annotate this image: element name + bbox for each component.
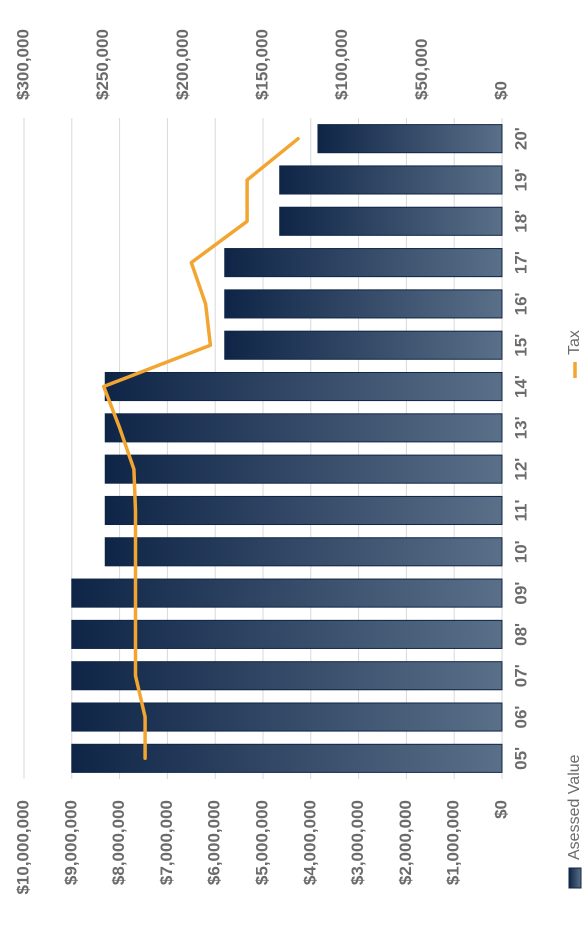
- bar-13': [104, 413, 503, 443]
- category-label: 13': [511, 416, 530, 439]
- category-label: 14': [511, 375, 530, 398]
- bar-07': [71, 661, 503, 691]
- category-label: 11': [511, 499, 530, 521]
- category-label: 17': [511, 251, 530, 274]
- bar-08': [71, 619, 503, 649]
- category-label: 07': [511, 664, 530, 687]
- right-axis-tick: $150,000: [252, 29, 271, 100]
- bar-06': [71, 702, 503, 732]
- right-axis-tick: $200,000: [173, 29, 192, 100]
- bar-05': [71, 743, 503, 773]
- category-label: 05': [511, 747, 530, 770]
- left-axis-tick: $3,000,000: [348, 800, 367, 885]
- category-label: 12': [511, 458, 530, 481]
- legend-label-line: Tax: [566, 330, 583, 355]
- category-label: 20': [511, 127, 530, 150]
- left-axis-tick: $10,000,000: [13, 800, 32, 895]
- left-axis-tick: $7,000,000: [157, 800, 176, 885]
- bar-20': [317, 124, 503, 154]
- line-series: [101, 136, 300, 761]
- bar-18': [279, 206, 503, 236]
- left-axis-tick: $5,000,000: [252, 800, 271, 885]
- left-axis-tick: $1,000,000: [444, 800, 463, 885]
- category-label: 08': [511, 623, 530, 646]
- bar-17': [224, 248, 503, 278]
- bar-19': [279, 165, 503, 195]
- category-label: 10': [511, 540, 530, 563]
- bar-16': [224, 289, 503, 319]
- category-label: 18': [511, 210, 530, 233]
- legend: Asessed Value Tax: [566, 330, 583, 889]
- bar-11': [104, 495, 503, 526]
- tax-line: [101, 136, 300, 761]
- right-axis-ticks: $0 $50,000 $100,000 $150,000 $200,000 $250,00…: [13, 29, 510, 100]
- bar-14': [104, 371, 503, 402]
- bar-10': [104, 537, 503, 567]
- right-axis-tick: $250,000: [93, 29, 112, 100]
- category-label: 19': [511, 168, 530, 191]
- category-label: 06': [511, 706, 530, 729]
- right-axis-tick: $300,000: [13, 29, 32, 100]
- category-label: 15': [511, 334, 530, 357]
- right-axis-tick: $0: [491, 81, 510, 100]
- right-axis-tick: $100,000: [332, 29, 351, 100]
- left-axis-tick: $4,000,000: [300, 800, 319, 885]
- left-axis-tick: $0: [491, 800, 510, 819]
- category-labels: 05' 06' 07' 08' 09' 10' 11' 12' 13' 14' 15' 16' 17' 1…: [511, 127, 530, 770]
- legend-swatch-bar: [568, 867, 582, 889]
- category-label: 09': [511, 582, 530, 605]
- category-label: 16': [511, 292, 530, 315]
- left-axis-tick: $2,000,000: [396, 800, 415, 885]
- left-axis-tick: $6,000,000: [205, 800, 224, 885]
- legend-label-bar: Asessed Value: [566, 754, 583, 860]
- bar-12': [104, 454, 503, 484]
- bar-09': [71, 578, 503, 608]
- left-axis-tick: $8,000,000: [109, 800, 128, 885]
- left-axis-ticks: $0 $1,000,000 $2,000,000 $3,000,000 $4,000,0…: [13, 800, 510, 895]
- bar-15': [224, 330, 503, 360]
- right-axis-tick: $50,000: [412, 39, 431, 100]
- left-axis-tick: $9,000,000: [61, 800, 80, 885]
